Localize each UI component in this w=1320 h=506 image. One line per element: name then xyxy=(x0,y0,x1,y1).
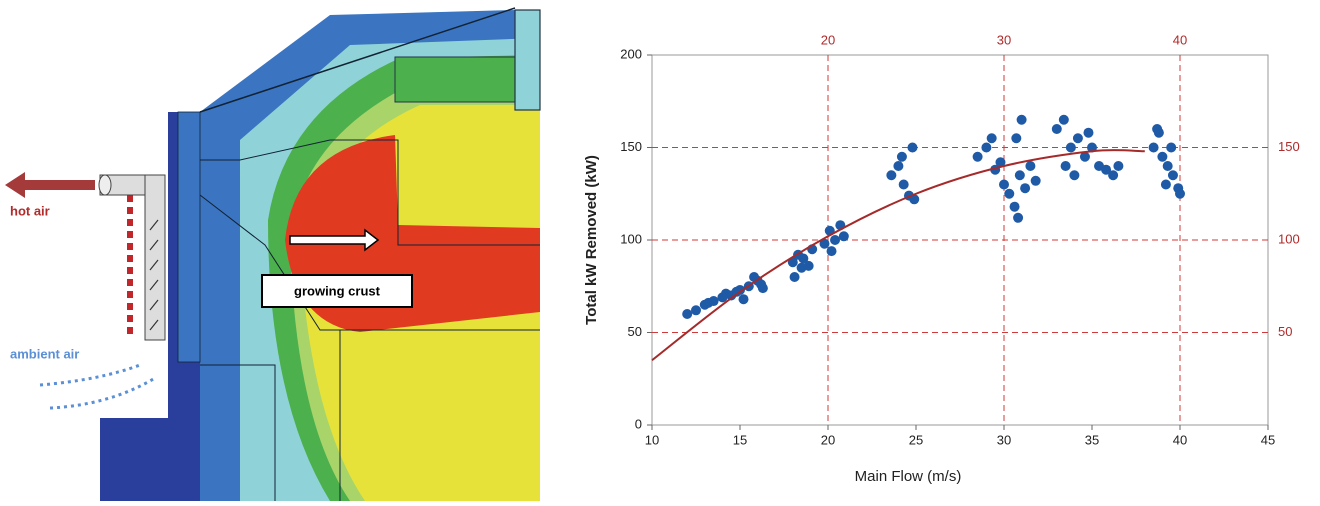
point xyxy=(758,283,768,293)
x-tick-label: 20 xyxy=(821,432,835,447)
y-tick-label: 50 xyxy=(628,324,642,339)
inner-wall xyxy=(178,112,200,362)
point xyxy=(1069,170,1079,180)
pipe-end xyxy=(99,175,111,195)
point xyxy=(1161,180,1171,190)
base-block xyxy=(100,418,168,501)
y-tick-label: 150 xyxy=(620,139,642,154)
y2-tick-label: 150 xyxy=(1278,139,1300,154)
point xyxy=(1168,170,1178,180)
point xyxy=(886,170,896,180)
point xyxy=(830,235,840,245)
point xyxy=(893,161,903,171)
point xyxy=(1052,124,1062,134)
x2-tick-label: 40 xyxy=(1173,32,1187,47)
point xyxy=(703,298,713,308)
point xyxy=(1059,115,1069,125)
y-tick-label: 100 xyxy=(620,231,642,246)
point xyxy=(1061,161,1071,171)
point xyxy=(999,180,1009,190)
x-tick-label: 30 xyxy=(997,432,1011,447)
point xyxy=(1163,161,1173,171)
point xyxy=(721,289,731,299)
x-axis-label: Main Flow (m/s) xyxy=(855,468,962,485)
point xyxy=(1004,189,1014,199)
point xyxy=(1149,143,1159,153)
y-tick-label: 200 xyxy=(620,46,642,61)
point xyxy=(1031,176,1041,186)
point xyxy=(1113,161,1123,171)
point xyxy=(1025,161,1035,171)
duct xyxy=(145,175,165,340)
x-tick-label: 25 xyxy=(909,432,923,447)
growing-crust-label: growing crust xyxy=(294,283,381,298)
point xyxy=(897,152,907,162)
point xyxy=(1013,213,1023,223)
x2-tick-label: 30 xyxy=(997,32,1011,47)
x2-tick-label: 20 xyxy=(821,32,835,47)
top-block xyxy=(515,10,540,110)
hot-air-arrow xyxy=(5,172,95,198)
point xyxy=(839,231,849,241)
x-tick-label: 15 xyxy=(733,432,747,447)
point xyxy=(1073,133,1083,143)
point xyxy=(691,305,701,315)
x-tick-label: 10 xyxy=(645,432,659,447)
point xyxy=(1011,133,1021,143)
point xyxy=(1015,170,1025,180)
point xyxy=(987,133,997,143)
point xyxy=(1020,183,1030,193)
page: {"diagram": {"labels": {"hot_air": "hot … xyxy=(0,0,1320,501)
point xyxy=(790,272,800,282)
point xyxy=(797,263,807,273)
thermal-diagram: growing crust hot air ambient air xyxy=(5,8,540,501)
trend-line xyxy=(652,150,1145,360)
point xyxy=(981,143,991,153)
x-tick-label: 45 xyxy=(1261,432,1275,447)
point xyxy=(1083,128,1093,138)
point xyxy=(1157,152,1167,162)
y-axis-label: Total kW Removed (kW) xyxy=(583,155,600,325)
x-tick-label: 35 xyxy=(1085,432,1099,447)
y2-tick-label: 50 xyxy=(1278,324,1292,339)
point xyxy=(1010,202,1020,212)
chart: Main Flow (m/s) Total kW Removed (kW) 20… xyxy=(583,32,1300,485)
figure: growing crust hot air ambient air Main F… xyxy=(0,0,1320,501)
ambient-air-label: ambient air xyxy=(10,346,79,361)
point xyxy=(1108,170,1118,180)
point xyxy=(1175,189,1185,199)
point xyxy=(899,180,909,190)
point xyxy=(739,294,749,304)
point xyxy=(1152,124,1162,134)
point xyxy=(1066,143,1076,153)
hot-air-label: hot air xyxy=(10,203,50,218)
point xyxy=(973,152,983,162)
point xyxy=(1166,143,1176,153)
ambient-air-arrow xyxy=(40,365,155,408)
point xyxy=(1017,115,1027,125)
y2-tick-label: 100 xyxy=(1278,231,1300,246)
x-tick-label: 40 xyxy=(1173,432,1187,447)
point xyxy=(827,246,837,256)
point xyxy=(682,309,692,319)
y-tick-label: 0 xyxy=(635,416,642,431)
point xyxy=(907,143,917,153)
